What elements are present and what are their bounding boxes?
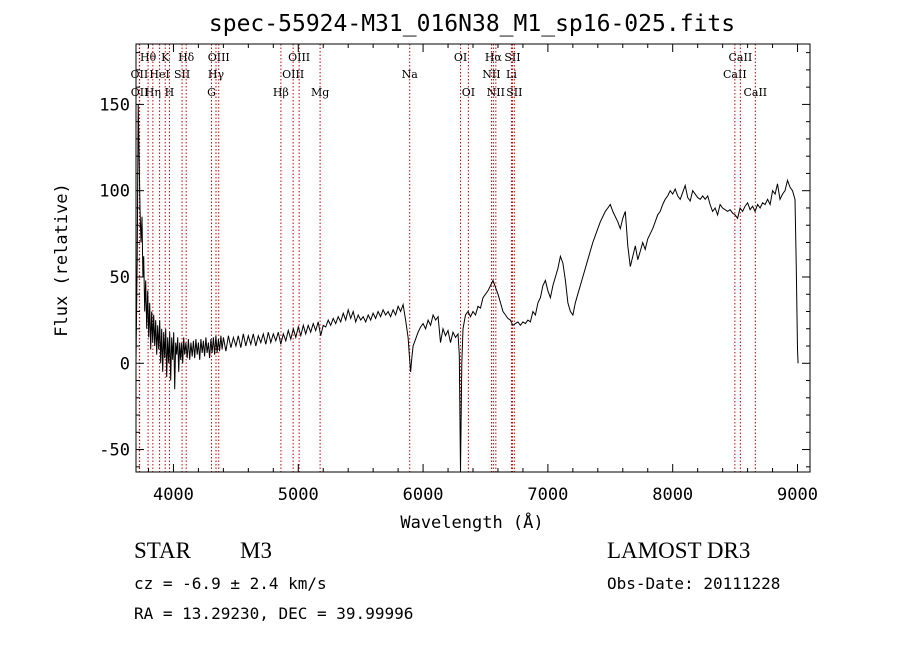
emission-line-label: Mg (311, 86, 329, 99)
emission-line-label: Hη (145, 86, 161, 99)
emission-line-label: OII (131, 86, 149, 99)
emission-line-label: Hβ (273, 86, 289, 99)
emission-line-label: Hθ (140, 51, 157, 64)
emission-line-label: Hδ (178, 51, 195, 64)
x-tick-label: 5000 (278, 485, 319, 505)
emission-line-label: SII (174, 68, 190, 81)
y-tick-label: -50 (99, 441, 130, 461)
emission-line-label: SII (504, 51, 520, 64)
emission-line-label: OIII (282, 68, 304, 81)
y-axis-label: Flux (relative) (52, 183, 72, 337)
x-tick-label: 9000 (777, 485, 818, 505)
y-tick-label: 150 (99, 95, 130, 115)
x-tick-label: 6000 (403, 485, 444, 505)
emission-line-label: OII (131, 68, 149, 81)
object-class: STAR (134, 538, 191, 563)
x-axis-label: Wavelength (Å) (400, 511, 543, 533)
redshift-velocity: cz = -6.9 ± 2.4 km/s (134, 574, 327, 593)
y-tick-label: 0 (120, 354, 130, 374)
x-tick-label: 4000 (153, 485, 194, 505)
x-tick-label: 7000 (527, 485, 568, 505)
x-tick-label: 8000 (652, 485, 693, 505)
plot-frame (135, 43, 811, 473)
observation-date: Obs-Date: 20111228 (607, 574, 781, 593)
emission-line-label: Na (402, 68, 419, 81)
emission-line-label: OIII (208, 51, 230, 64)
emission-line-markers (138, 44, 756, 472)
spectrum-series-line (135, 104, 799, 473)
emission-line-label: CaII (723, 68, 747, 81)
emission-line-label: H (165, 86, 175, 99)
emission-line-label: SII (506, 86, 522, 99)
y-tick-label: 50 (110, 268, 130, 288)
chart-title: spec-55924-M31_016N38_M1_sp16-025.fits (209, 11, 735, 37)
emission-line-label: HeI (149, 68, 169, 81)
emission-line-label: CaII (729, 51, 753, 64)
emission-line-label: G (207, 86, 216, 99)
y-axis: -50 0 50 100 150 (99, 52, 810, 468)
emission-line-label: OIII (288, 51, 310, 64)
x-axis: 4000 5000 6000 7000 8000 9000 (147, 44, 818, 505)
emission-line-label: OI (462, 86, 475, 99)
emission-line-labels: HθOIIOIIHηHeIKHSIIHδGHγOIIIHβOIIIOIIIMgN… (131, 51, 768, 99)
emission-line-label: CaII (743, 86, 767, 99)
ra-dec-coordinates: RA = 13.29230, DEC = 39.99996 (134, 604, 414, 623)
emission-line-label: Hα (485, 51, 503, 64)
object-subclass: M3 (240, 538, 272, 563)
emission-line-label: OI (454, 51, 467, 64)
emission-line-label: Hγ (208, 68, 225, 81)
emission-line-label: Li (506, 68, 517, 81)
survey-name: LAMOST DR3 (607, 538, 751, 563)
emission-line-label: NII (487, 86, 505, 99)
emission-line-label: NII (482, 68, 500, 81)
emission-line-label: K (161, 51, 170, 64)
y-tick-label: 100 (99, 182, 130, 202)
